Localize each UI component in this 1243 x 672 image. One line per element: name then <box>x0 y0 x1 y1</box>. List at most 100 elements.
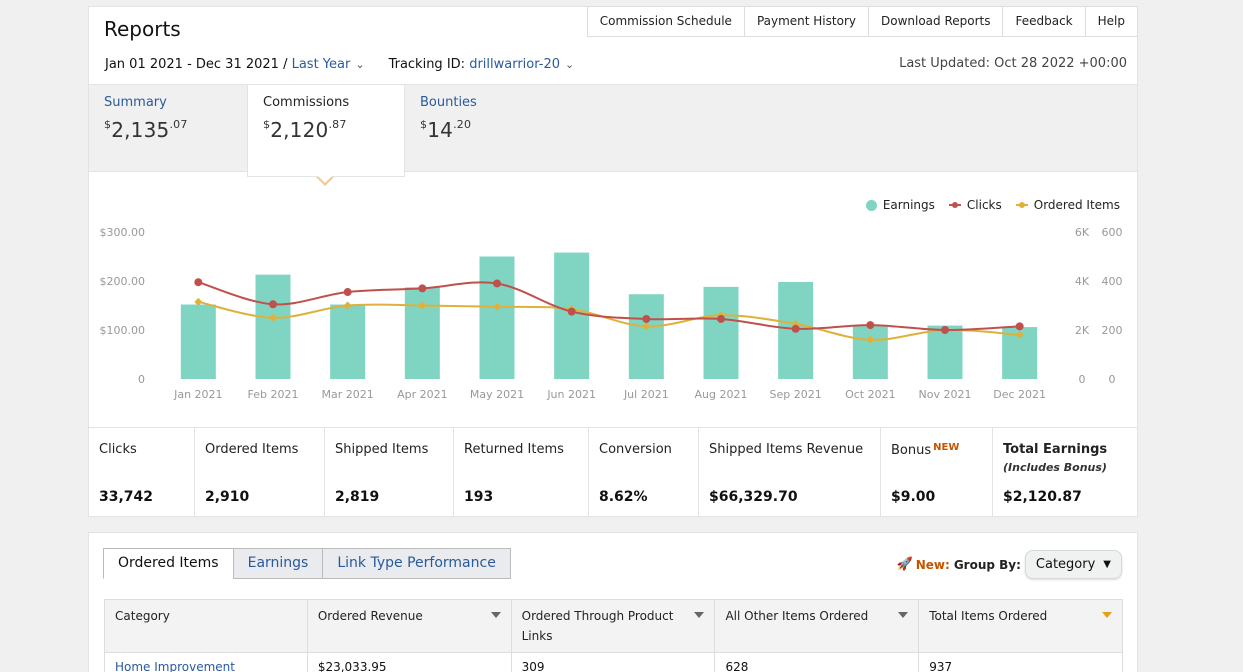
feedback-link[interactable]: Feedback <box>1002 6 1086 37</box>
report-table-card: Ordered Items Earnings Link Type Perform… <box>88 532 1138 672</box>
right-axis-tick: 200 <box>1102 324 1123 337</box>
stats-row: Clicks 33,742 Ordered Items 2,910 Shipped … <box>89 427 1137 517</box>
sort-icon[interactable] <box>898 612 909 618</box>
x-axis-tick: Dec 2021 <box>993 388 1046 401</box>
left-axis-tick: $100.00 <box>100 324 146 337</box>
chevron-down-icon[interactable]: ⌄ <box>355 58 365 71</box>
earnings-chart: $300.00 $200.00 $100.00 0 6K 4K 2K 0 600 400 200 0 J… <box>100 226 1123 401</box>
tab-summary[interactable]: Summary $2,135.07 <box>89 85 247 177</box>
bar-earnings <box>180 304 216 379</box>
clicks-point <box>866 321 875 330</box>
summary-amount: $2,135.07 <box>104 118 188 142</box>
sort-icon[interactable] <box>1102 612 1112 618</box>
report-tabs: Ordered Items Earnings Link Type Perform… <box>103 548 511 579</box>
bar-earnings <box>852 326 888 379</box>
help-link[interactable]: Help <box>1084 6 1138 37</box>
tab-bounties[interactable]: Bounties $14.20 <box>405 85 563 177</box>
stat-returned-items: Returned Items 193 <box>454 428 589 517</box>
sort-icon[interactable] <box>490 612 501 618</box>
group-by-label: Group By: <box>953 557 1021 572</box>
ordered-items-point <box>1015 330 1024 339</box>
commission-schedule-link[interactable]: Commission Schedule <box>586 6 745 37</box>
chart-legend: Earnings Clicks Ordered Items <box>865 198 1120 212</box>
date-preset-dropdown[interactable]: Last Year <box>291 57 351 72</box>
group-by-select[interactable]: Category ▼ <box>1024 550 1122 579</box>
right-axis-tick: 0 <box>1109 373 1116 386</box>
x-axis-tick: Oct 2021 <box>845 388 896 401</box>
clicks-point <box>642 314 651 323</box>
new-label: New: <box>915 557 950 572</box>
column-header-category[interactable]: Category <box>104 599 308 653</box>
right-axis-tick: 2K <box>1075 324 1090 337</box>
chevron-down-icon[interactable]: ⌄ <box>565 58 575 71</box>
ordered-items-point <box>418 301 427 310</box>
tab-label: Bounties <box>420 95 477 110</box>
ordered-items-point <box>866 335 875 344</box>
right-axis-tick: 6K <box>1075 226 1090 239</box>
table-cell: $23,033.95 <box>306 652 512 672</box>
active-tab-caret <box>316 176 334 186</box>
legend-clicks[interactable]: Clicks <box>948 198 1002 212</box>
bar-earnings <box>927 325 963 379</box>
left-axis-tick: $200.00 <box>100 275 146 288</box>
summary-tabs: Summary $2,135.07 Commissions $2,120.87 … <box>89 84 1137 177</box>
commissions-amount: $2,120.87 <box>263 118 347 142</box>
x-axis-tick: Jul 2021 <box>623 388 669 401</box>
tracking-id-dropdown[interactable]: drillwarrior-20 <box>469 57 560 72</box>
last-updated: Last Updated: Oct 28 2022 +00:00 <box>899 56 1127 71</box>
x-axis-tick: Jan 2021 <box>173 388 222 401</box>
column-header-all-other-items[interactable]: All Other Items Ordered <box>714 599 920 653</box>
table-row: Home Improvement $23,033.95 309 628 937 <box>104 652 1123 672</box>
stat-clicks: Clicks 33,742 <box>89 428 195 517</box>
bar-earnings <box>255 274 291 379</box>
right-axis-tick: 400 <box>1102 275 1123 288</box>
right-axis-tick: 600 <box>1102 226 1123 239</box>
clicks-point <box>269 300 277 309</box>
bar-earnings <box>404 287 440 379</box>
new-badge: NEW <box>933 442 960 453</box>
tab-commissions[interactable]: Commissions $2,120.87 <box>247 85 405 177</box>
stat-total-earnings: Total Earnings (Includes Bonus) $2,120.8… <box>1003 442 1108 505</box>
filter-row: Jan 01 2021 - Dec 31 2021 / Last Year ⌄ … <box>105 57 574 72</box>
legend-earnings[interactable]: Earnings <box>865 198 935 212</box>
x-axis-tick: Aug 2021 <box>695 388 748 401</box>
tab-earnings[interactable]: Earnings <box>232 548 324 579</box>
reports-card: Reports Commission Schedule Payment Hist… <box>88 6 1138 517</box>
line-marker-icon <box>1015 202 1028 208</box>
ordered-items-table: Category Ordered Revenue Ordered Through… <box>104 599 1123 672</box>
ordered-items-point <box>493 302 501 311</box>
column-header-ordered-through-links[interactable]: Ordered Through Product Links <box>510 599 716 653</box>
column-header-total-items[interactable]: Total Items Ordered <box>918 599 1123 653</box>
table-cell: 937 <box>918 652 1123 672</box>
chevron-down-icon: ▼ <box>1103 559 1111 570</box>
x-axis-tick: Feb 2021 <box>248 388 299 401</box>
tab-ordered-items[interactable]: Ordered Items <box>103 548 234 579</box>
tab-label: Summary <box>104 95 167 110</box>
clicks-point <box>194 278 203 287</box>
ordered-items-point <box>343 301 352 310</box>
x-axis-tick: Jun 2021 <box>546 388 596 401</box>
page-title: Reports <box>104 17 181 41</box>
x-axis-tick: May 2021 <box>470 388 524 401</box>
x-axis-tick: Mar 2021 <box>322 388 374 401</box>
clicks-point <box>717 314 725 323</box>
clicks-point <box>343 288 352 297</box>
payment-history-link[interactable]: Payment History <box>743 6 869 37</box>
clicks-point <box>418 284 427 293</box>
category-link[interactable]: Home Improvement <box>104 652 308 672</box>
x-axis-tick: Apr 2021 <box>397 388 448 401</box>
tab-link-type-performance[interactable]: Link Type Performance <box>322 548 511 579</box>
x-axis-tick: Sep 2021 <box>770 388 822 401</box>
left-axis-tick: 0 <box>138 373 145 386</box>
ordered-items-line <box>198 300 1020 341</box>
sort-icon[interactable] <box>694 612 705 618</box>
bar-earnings <box>554 252 590 379</box>
group-by: 🚀 New: Group By: Category ▼ <box>897 550 1122 579</box>
clicks-point <box>1015 322 1024 331</box>
ordered-items-point <box>269 313 277 322</box>
column-header-ordered-revenue[interactable]: Ordered Revenue <box>306 599 512 653</box>
top-nav: Commission Schedule Payment History Down… <box>586 6 1138 37</box>
download-reports-link[interactable]: Download Reports <box>867 6 1004 37</box>
legend-ordered-items[interactable]: Ordered Items <box>1015 198 1120 212</box>
stat-shipped-revenue: Shipped Items Revenue $66,329.70 <box>699 428 881 517</box>
